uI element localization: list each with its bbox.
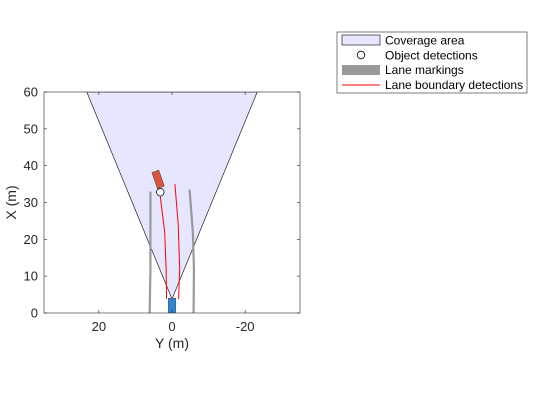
y-tick-label: 60	[24, 85, 38, 100]
legend-swatch-lane-markings	[342, 65, 380, 75]
x-tick-label: -20	[236, 319, 255, 334]
y-axis-label: X (m)	[3, 185, 19, 219]
x-axis-label: Y (m)	[155, 335, 189, 351]
legend: Coverage area Object detections Lane mar…	[336, 31, 528, 94]
legend-label-lane-boundary-detections: Lane boundary detections	[385, 78, 523, 92]
y-tick-label: 30	[24, 195, 38, 210]
tick-layer: 0 10 20 30 40 50 60 20 0 -20	[24, 85, 300, 334]
target-vehicle	[151, 169, 165, 189]
legend-swatch-object-detections	[356, 50, 366, 60]
y-tick-label: 20	[24, 232, 38, 247]
legend-label-coverage-area: Coverage area	[385, 34, 465, 48]
lane-marking-2	[188, 189, 196, 313]
plot-layer	[86, 92, 258, 313]
object-detection-1	[156, 187, 165, 197]
coverage-area	[86, 92, 258, 300]
x-tick-label: 20	[92, 319, 106, 334]
legend-label-object-detections: Object detections	[385, 49, 478, 63]
x-tick-label: 0	[168, 319, 175, 334]
y-tick-label: 0	[31, 306, 38, 321]
lane-boundary-detection-1	[158, 187, 168, 300]
y-tick-label: 40	[24, 158, 38, 173]
ego-vehicle	[168, 298, 176, 313]
legend-label-lane-markings: Lane markings	[385, 63, 464, 77]
lane-boundary-detection-2	[174, 184, 181, 300]
legend-swatch-coverage-area	[341, 34, 381, 46]
lane-marking-1	[148, 191, 152, 313]
y-tick-label: 10	[24, 269, 38, 284]
y-tick-label: 50	[24, 121, 38, 136]
